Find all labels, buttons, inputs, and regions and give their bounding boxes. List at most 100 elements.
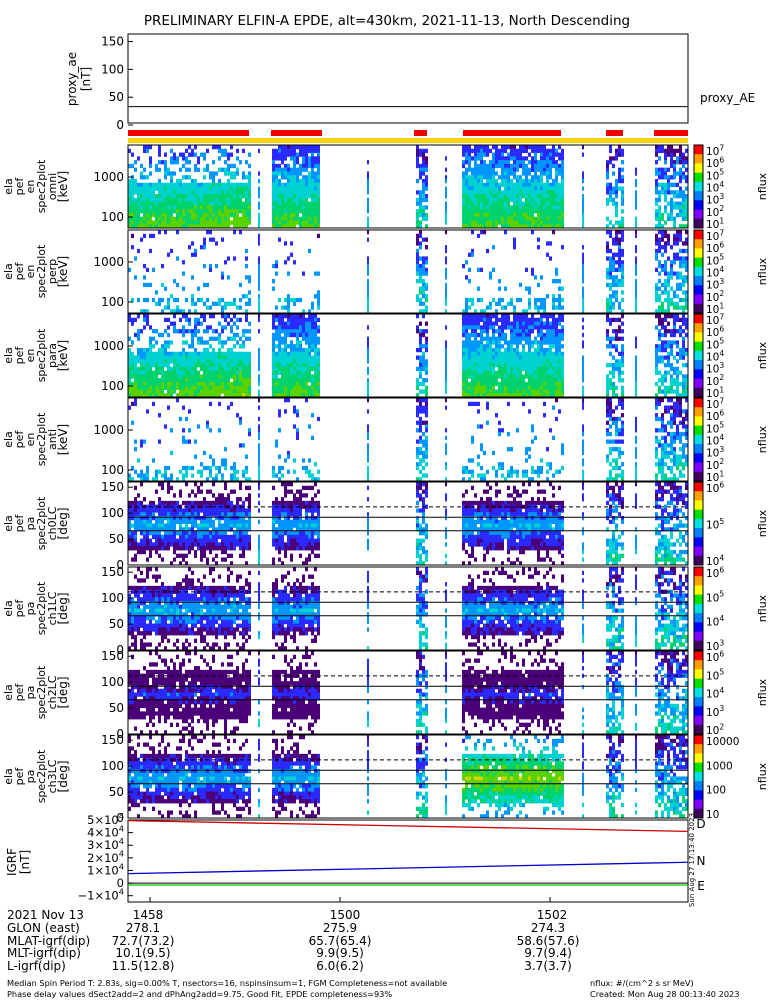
spectrogram-cell [128,347,131,353]
spectrogram-cell [206,347,209,353]
spectrogram-cell [606,344,609,349]
spectrogram-cell [146,473,149,478]
spectrogram-cell [661,347,664,353]
spectrogram-cell [498,286,501,291]
spectrogram-cell [621,389,624,394]
spectrogram-cell [314,205,317,210]
spectrogram-cell [367,224,369,229]
spectrogram-cell [498,148,501,154]
spectrogram-cell [561,359,564,364]
spectrogram-cell [679,263,682,269]
spectrogram-cell [137,156,140,161]
spectrogram-cell [477,156,480,161]
spectrogram-cell [685,389,688,394]
spectrogram-cell [416,267,419,272]
spectrogram-cell [582,340,584,345]
spectrogram-cell [664,175,667,180]
spectrogram-cell [317,209,320,214]
spectrogram-cell [679,351,682,356]
spectrogram-cell [203,370,206,375]
spectrogram-cell [552,355,555,360]
spectrogram-cell [477,321,480,326]
spectrogram-cell [215,241,218,246]
spectrogram-cell [531,385,534,390]
spectrogram-cell [206,297,209,303]
spectrogram-cell [582,201,584,206]
spectrogram-cell [498,420,501,425]
spectrogram-cell [492,245,495,250]
spectrogram-cell [546,314,549,319]
spectrogram-cell [134,182,137,187]
spectrogram-cell [522,344,525,349]
spectrogram-cell [492,201,495,206]
spectrogram-cell [621,248,624,254]
spectrogram-cell [293,182,296,187]
spectrogram-cell [230,351,233,356]
spectrogram-cell [474,347,477,353]
spectrogram-cell [558,317,561,323]
spectrogram-cell [221,237,224,242]
spectrogram-cell [173,186,176,191]
spectrogram-cell [507,314,510,319]
spectrogram-cell [462,175,465,180]
spectrogram-cell [281,385,284,390]
spectrogram-cell [664,182,667,187]
spectrogram-cell [311,340,314,345]
spectrogram-cell [203,329,206,334]
spectrogram-cell [245,355,248,360]
spectrogram-cell [131,212,134,218]
spectrogram-cell [248,197,251,203]
spectrogram-cell [546,190,549,195]
spectrogram-cell [185,314,188,319]
spectrogram-cell [176,329,179,334]
spectrogram-cell [206,148,209,154]
spectrogram-cell [513,351,516,356]
spectrogram-cell [224,465,227,471]
spectrogram-cell [296,340,299,345]
spectrogram-cell [477,267,480,272]
spectrogram-cell [248,301,251,306]
spectrogram-cell [513,363,516,368]
spectrogram-cell [549,381,552,387]
spectrogram-cell [658,145,661,150]
spectrogram-cell [615,156,618,161]
spectrogram-cell [522,314,525,319]
spectrogram-cell [302,389,305,394]
spectrogram-cell [278,428,281,433]
spectrogram-cell [305,378,308,383]
spectrogram-cell [498,359,501,364]
spectrogram-cell [510,389,513,394]
spectrogram-cell [612,329,615,334]
spectrogram-cell [661,186,664,191]
spectrogram-cell [525,336,528,341]
spectrogram-cell [206,381,209,387]
spectrogram-cell [293,409,296,414]
spectrogram-cell [128,473,131,478]
spectrogram-cell [561,389,564,394]
spectrogram-cell [546,156,549,161]
spectrogram-cell [682,175,685,180]
spectrogram-cell [221,370,224,375]
spectrogram-cell [477,389,480,394]
spectrogram-cell [635,224,637,229]
spectrogram-cell [673,160,676,165]
spectrogram-cell [308,205,311,210]
spectrogram-cell [152,477,155,482]
spectrogram-cell [137,458,140,463]
spectrogram-cell [537,317,540,323]
spectrogram-cell [293,389,296,394]
spectrogram-cell [290,171,293,176]
spectrogram-cell [561,178,564,184]
spectrogram-cell [137,201,140,206]
spectrogram-cell [419,340,422,345]
spectrogram-cell [367,351,369,356]
spectrogram-cell [498,220,501,225]
spectrogram-cell [212,197,215,203]
spectrogram-cell [531,205,534,210]
spectrogram-cell [284,458,287,463]
spectrogram-cell [128,220,131,225]
spectrogram-cell [516,321,519,326]
spectrogram-cell [296,186,299,191]
spectrogram-cell [609,294,612,299]
spectrogram-cell [176,194,179,199]
